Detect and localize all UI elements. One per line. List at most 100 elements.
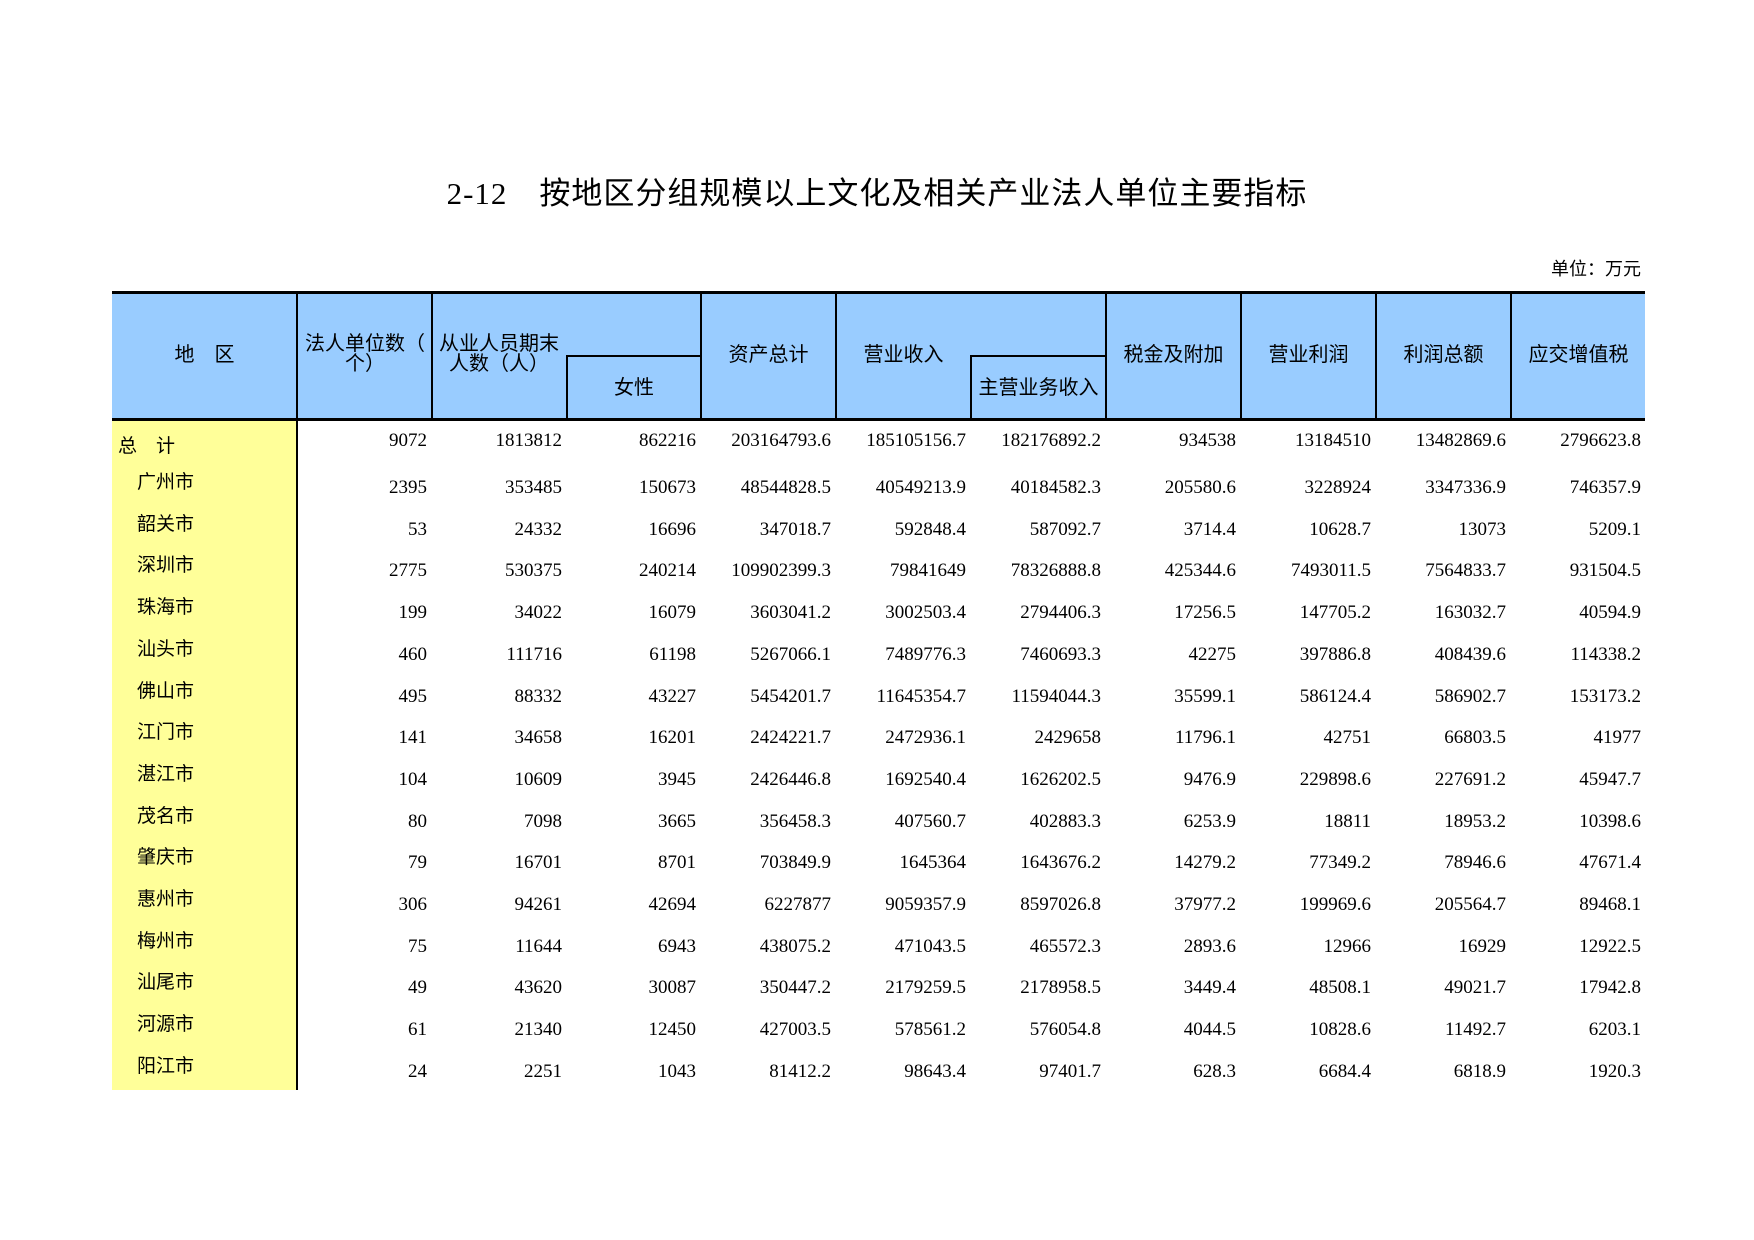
table-row: 深圳市 2775 530375 240214 109902399.3 79841649 78… [112, 555, 1645, 586]
table-row: 珠海市 199 34022 16079 3603041.2 3002503.4 279440… [112, 597, 1645, 628]
value-cell: 1626202.5 [1020, 768, 1101, 790]
value-cell: 10828.6 [1309, 1019, 1371, 1041]
table-row: 惠州市 306 94261 42694 6227877 9059357.9 8597026.… [112, 889, 1645, 920]
value-cell: 2796623.8 [1560, 430, 1641, 451]
value-cell: 104 [398, 768, 428, 790]
value-cell: 7564833.7 [1425, 560, 1506, 582]
value-cell: 1692540.4 [885, 768, 966, 790]
value-cell: 49 [408, 977, 427, 999]
value-cell: 17942.8 [1579, 977, 1641, 999]
value-cell: 2429658 [1034, 727, 1102, 749]
value-cell: 11645354.7 [876, 685, 966, 707]
value-cell: 1043 [658, 1060, 696, 1082]
value-cell: 109902399.3 [731, 560, 831, 582]
value-cell: 111716 [506, 643, 562, 665]
value-cell: 408439.6 [1434, 643, 1506, 665]
header-employees-line2: 人数（人） [449, 353, 549, 375]
table-row: 汕头市 460 111716 61198 5267066.1 7489776.3 74606… [112, 639, 1645, 670]
value-cell: 2472936.1 [885, 727, 966, 749]
value-cell: 11492.7 [1444, 1019, 1506, 1041]
value-cell: 98643.4 [904, 1060, 966, 1082]
region-name: 总 计 [118, 436, 176, 457]
table-row: 河源市 61 21340 12450 427003.5 578561.2 576054.8 4… [112, 1014, 1645, 1045]
value-cell: 931504.5 [1569, 560, 1641, 582]
region-name: 惠州市 [137, 889, 195, 910]
value-cell: 9059357.9 [885, 894, 966, 915]
divider [1375, 291, 1377, 421]
value-cell: 2179259.5 [885, 977, 966, 999]
value-cell: 934538 [1179, 430, 1236, 451]
divider [1510, 291, 1512, 421]
value-cell: 163032.7 [1434, 602, 1506, 624]
value-cell: 43620 [514, 977, 563, 999]
value-cell: 30087 [648, 977, 697, 999]
page-title: 2-12 按地区分组规模以上文化及相关产业法人单位主要指标 [446, 176, 1308, 211]
value-cell: 53 [408, 518, 427, 540]
value-cell: 24332 [514, 518, 563, 540]
value-cell: 61198 [649, 643, 696, 665]
value-cell: 24 [408, 1060, 427, 1082]
value-cell: 10628.7 [1309, 518, 1371, 540]
table-row: 肇庆市 79 16701 8701 703849.9 1645364 1643676.2 14… [112, 847, 1645, 878]
header-main-revenue: 主营业务收入 [978, 377, 1099, 399]
divider [296, 421, 298, 1090]
value-cell: 746357.9 [1569, 477, 1641, 498]
value-cell: 40549213.9 [875, 477, 966, 498]
value-cell: 495 [398, 685, 428, 707]
value-cell: 16696 [648, 518, 697, 540]
value-cell: 37977.2 [1174, 894, 1236, 915]
value-cell: 586124.4 [1299, 685, 1371, 707]
header-employees-line1: 从业人员期末 [439, 333, 559, 355]
region-name: 佛山市 [137, 680, 195, 702]
region-name: 江门市 [137, 722, 195, 744]
value-cell: 8597026.8 [1020, 894, 1101, 915]
value-cell: 16701 [514, 852, 563, 874]
value-cell: 3714.4 [1183, 518, 1236, 540]
region-name: 深圳市 [137, 555, 195, 577]
value-cell: 203164793.6 [731, 430, 831, 451]
value-cell: 7493011.5 [1290, 560, 1371, 582]
value-cell: 5209.1 [1588, 518, 1641, 540]
value-cell: 14279.2 [1174, 852, 1236, 874]
table-row: 韶关市 53 24332 16696 347018.7 592848.4 587092.7 3… [112, 514, 1645, 545]
value-cell: 205580.6 [1164, 477, 1236, 498]
value-cell: 12966 [1323, 935, 1372, 957]
total-row: 总 计 9072 1813812 862216 203164793.6 185105156… [112, 426, 1645, 457]
value-cell: 78946.6 [1444, 852, 1506, 874]
value-cell: 3002503.4 [885, 602, 966, 624]
divider [296, 291, 298, 421]
value-cell: 13184510 [1295, 430, 1371, 451]
value-cell: 199969.6 [1299, 894, 1371, 915]
value-cell: 182176892.2 [1001, 430, 1101, 451]
value-cell: 49021.7 [1444, 977, 1506, 999]
value-cell: 2424221.7 [750, 727, 831, 749]
value-cell: 353485 [505, 477, 562, 498]
value-cell: 89468.1 [1579, 894, 1641, 915]
table-row: 汕尾市 49 43620 30087 350447.2 2179259.5 2178958.… [112, 972, 1645, 1003]
table-row: 佛山市 495 88332 43227 5454201.7 11645354.7 11594… [112, 681, 1645, 712]
value-cell: 79841649 [890, 560, 966, 582]
unit-label: 单位：万元 [1551, 259, 1641, 279]
value-cell: 703849.9 [759, 852, 831, 874]
table-row: 茂名市 80 7098 3665 356458.3 407560.7 402883.3 625… [112, 806, 1645, 837]
header-total-profit: 利润总额 [1403, 344, 1484, 366]
region-name: 阳江市 [137, 1055, 195, 1077]
value-cell: 2794406.3 [1020, 602, 1101, 624]
value-cell: 592848.4 [894, 518, 966, 540]
value-cell: 6227877 [764, 894, 832, 915]
value-cell: 425344.6 [1164, 560, 1236, 582]
value-cell: 7460693.3 [1020, 643, 1101, 665]
value-cell: 576054.8 [1029, 1019, 1101, 1041]
region-name: 河源市 [137, 1014, 195, 1036]
region-name: 肇庆市 [137, 847, 195, 869]
value-cell: 12450 [648, 1019, 697, 1041]
value-cell: 80 [408, 810, 427, 832]
value-cell: 205564.7 [1434, 894, 1506, 915]
value-cell: 18953.2 [1444, 810, 1506, 832]
value-cell: 586902.7 [1434, 685, 1506, 707]
value-cell: 3665 [658, 810, 696, 832]
value-cell: 17256.5 [1174, 602, 1236, 624]
divider [835, 291, 837, 421]
value-cell: 229898.6 [1299, 768, 1371, 790]
value-cell: 227691.2 [1434, 768, 1506, 790]
